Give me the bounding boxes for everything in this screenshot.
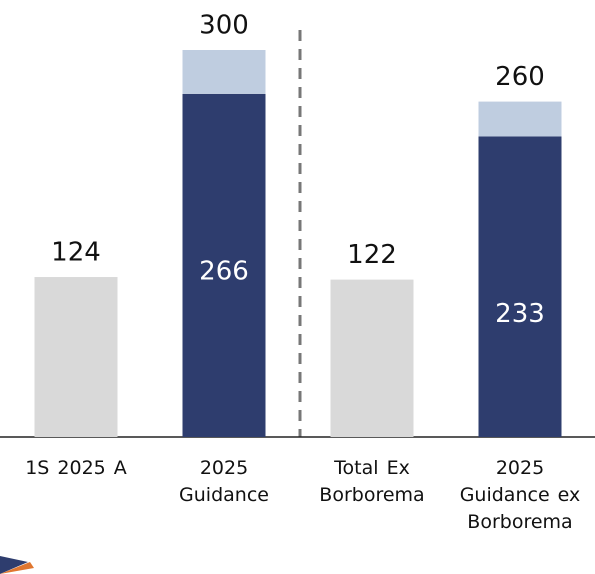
bar-segment (34, 277, 118, 437)
bar-segment (182, 50, 266, 94)
data-label: 266 (199, 256, 249, 286)
data-label: 122 (347, 240, 397, 270)
bar-segment (478, 136, 562, 437)
bar-segment (330, 279, 414, 437)
x-tick-label: 2025 Guidance (179, 457, 269, 506)
bar-segment (478, 101, 562, 137)
data-label: 233 (495, 299, 545, 329)
x-tick-label: 1S 2025 A (25, 457, 127, 479)
total-label: 300 (199, 11, 249, 41)
bar-segment (182, 93, 266, 438)
x-tick-label: Total Ex Borborema (319, 457, 425, 506)
decoration (0, 562, 34, 574)
decoration (0, 556, 28, 574)
total-label: 260 (495, 62, 545, 92)
x-tick-label: 2025 Guidance ex Borborema (459, 457, 581, 533)
data-label: 124 (51, 238, 101, 268)
